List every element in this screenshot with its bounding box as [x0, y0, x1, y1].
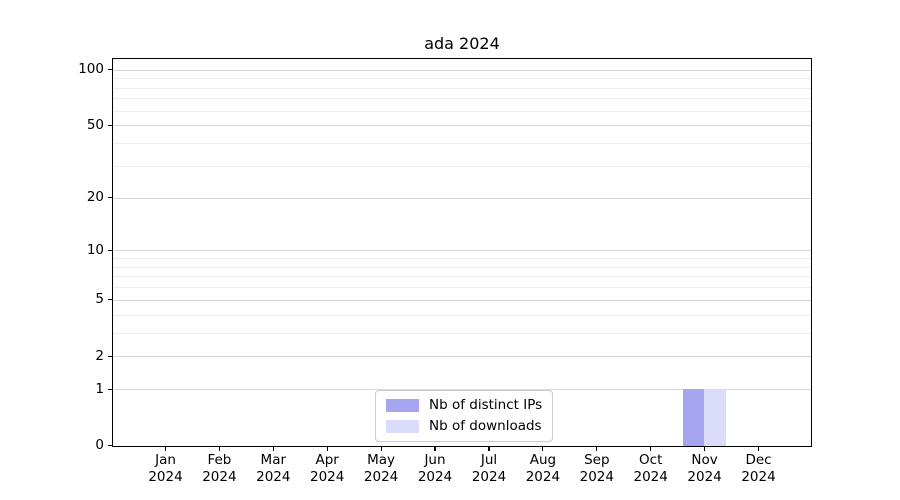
y-gridline-minor-70 [113, 98, 811, 100]
bar-nb-of-distinct-ips-nov [682, 389, 705, 446]
x-tick-label-jan: Jan 2024 [148, 452, 183, 485]
legend-label-downloads: Nb of downloads [429, 418, 542, 434]
y-gridline-1 [113, 389, 811, 391]
y-tick-0 [108, 445, 113, 447]
x-tick-jul [488, 445, 490, 451]
x-tick-label-aug: Aug 2024 [525, 452, 561, 485]
y-tick-label-2: 2 [95, 347, 104, 364]
x-tick-nov [704, 445, 706, 451]
x-tick-feb [218, 445, 220, 451]
y-tick-20 [108, 197, 113, 199]
y-gridline-minor-40 [113, 143, 811, 144]
x-tick-label-jun: Jun 2024 [417, 452, 453, 485]
x-tick-label-mar: Mar 2024 [256, 452, 291, 485]
x-tick-label-jul: Jul 2024 [471, 452, 507, 485]
x-tick-dec [757, 445, 760, 451]
y-gridline-minor-30 [113, 165, 811, 167]
y-tick-50 [108, 124, 113, 126]
x-tick-aug [542, 445, 544, 451]
y-tick-label-10: 10 [86, 241, 104, 258]
y-tick-label-20: 20 [86, 189, 104, 206]
y-gridline-minor-9 [113, 258, 811, 259]
x-tick-oct [650, 445, 652, 451]
x-tick-label-feb: Feb 2024 [202, 452, 237, 485]
y-gridline-100 [113, 69, 811, 71]
y-tick-5 [108, 299, 113, 301]
y-tick-label-1: 1 [95, 380, 104, 397]
x-tick-jun [434, 445, 436, 451]
legend: Nb of distinct IPs Nb of downloads [375, 390, 554, 442]
legend-swatch-distinct-ips [386, 399, 419, 412]
y-gridline-minor-8 [113, 266, 811, 268]
x-tick-label-sep: Sep 2024 [579, 452, 614, 485]
legend-label-distinct-ips: Nb of distinct IPs [429, 397, 543, 413]
x-tick-label-apr: Apr 2024 [310, 452, 345, 485]
y-tick-100 [108, 69, 113, 71]
y-gridline-minor-4 [113, 314, 811, 316]
y-gridline-2 [113, 356, 811, 358]
y-tick-label-5: 5 [95, 291, 104, 308]
x-tick-label-dec: Dec 2024 [741, 452, 776, 485]
x-tick-sep [596, 445, 598, 451]
y-tick-label-100: 100 [78, 61, 104, 78]
x-tick-jan [164, 445, 167, 451]
legend-item-downloads: Nb of downloads [386, 419, 542, 434]
y-tick-label-0: 0 [95, 437, 104, 454]
y-gridline-50 [113, 125, 811, 127]
y-gridline-minor-60 [113, 110, 811, 112]
y-tick-1 [108, 388, 113, 390]
bar-nb-of-downloads-nov [704, 389, 726, 446]
y-gridline-minor-90 [113, 78, 811, 80]
plot-area [112, 58, 812, 447]
x-tick-mar [272, 445, 274, 451]
y-tick-10 [108, 249, 113, 251]
y-gridline-5 [113, 299, 811, 301]
y-gridline-20 [113, 197, 811, 199]
x-tick-label-oct: Oct 2024 [633, 452, 668, 485]
x-tick-label-nov: Nov 2024 [687, 452, 722, 485]
y-tick-2 [108, 355, 113, 357]
y-gridline-minor-3 [113, 332, 811, 334]
y-gridline-10 [113, 250, 811, 252]
legend-swatch-downloads [386, 420, 419, 433]
y-gridline-minor-7 [113, 276, 811, 278]
x-tick-may [380, 445, 382, 451]
chart-title: ada 2024 [424, 34, 500, 53]
y-gridline-minor-80 [113, 87, 811, 89]
x-tick-apr [326, 445, 328, 451]
y-tick-label-50: 50 [86, 116, 104, 133]
y-gridline-minor-6 [113, 287, 811, 289]
x-tick-label-may: May 2024 [363, 452, 399, 485]
legend-item-distinct-ips: Nb of distinct IPs [386, 398, 542, 413]
